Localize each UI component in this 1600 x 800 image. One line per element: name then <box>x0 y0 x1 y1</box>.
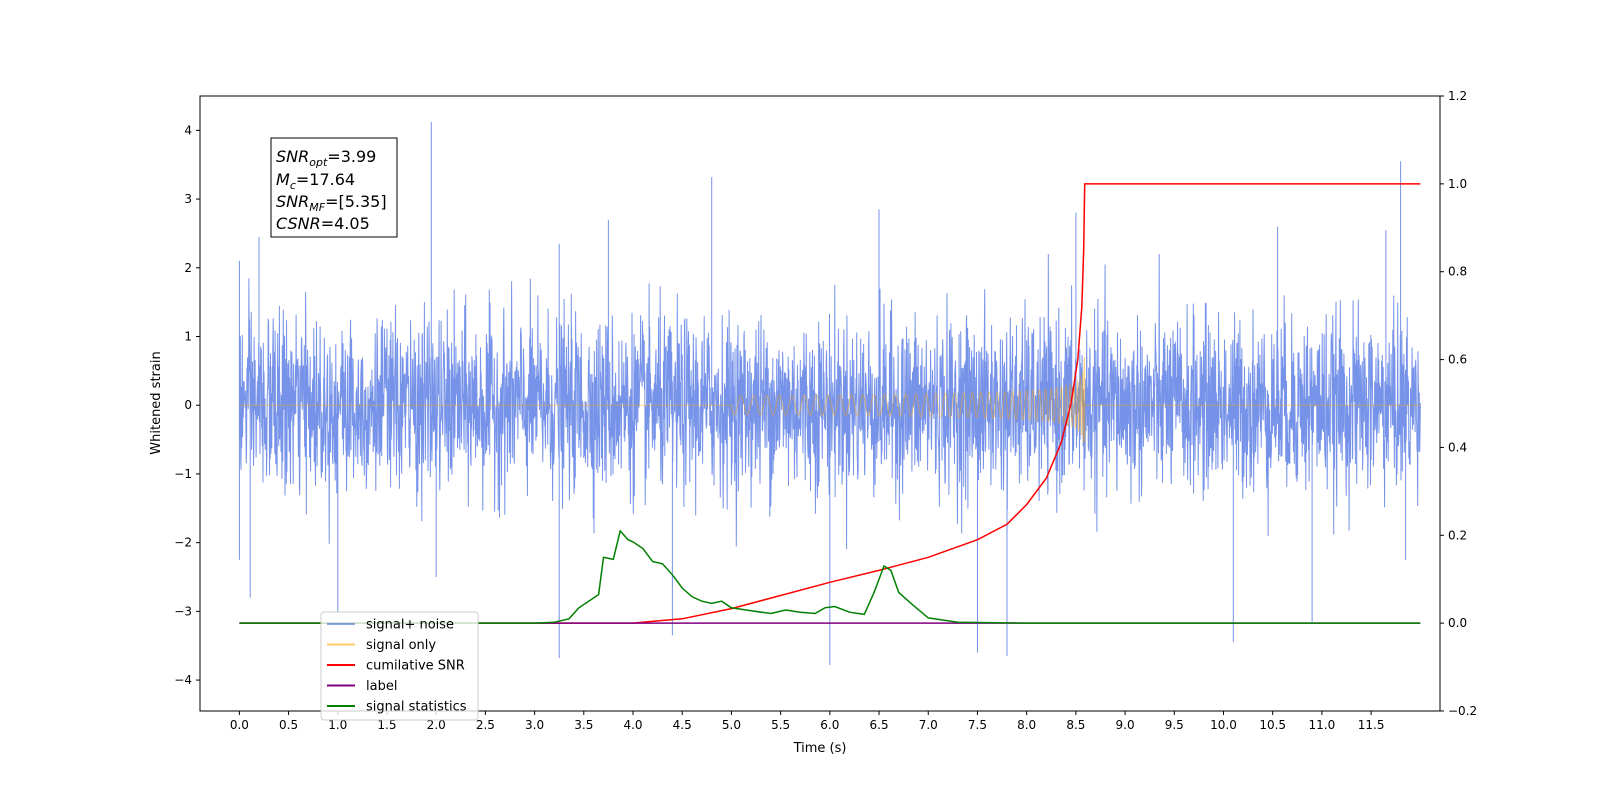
y2-tick-label: 1.0 <box>1448 177 1467 191</box>
y2-tick-label: 0.4 <box>1448 440 1467 454</box>
legend-label: signal only <box>366 638 436 653</box>
x-tick-label: 9.0 <box>1116 718 1135 732</box>
x-tick-label: 5.5 <box>771 718 790 732</box>
x-tick-label: 1.0 <box>328 718 347 732</box>
y-tick-label: 4 <box>184 123 192 137</box>
x-tick-label: 0.0 <box>230 718 249 732</box>
y2-tick-label: 0.0 <box>1448 616 1467 630</box>
legend-label: signal statistics <box>366 700 467 715</box>
x-tick-label: 2.0 <box>427 718 446 732</box>
series-signal-only-line <box>239 357 1421 444</box>
x-tick-label: 7.0 <box>919 718 938 732</box>
x-tick-label: 8.5 <box>1066 718 1085 732</box>
x-tick-label: 6.5 <box>870 718 889 732</box>
legend: signal+ noise signal only cumilative SNR la… <box>320 611 479 721</box>
x-tick-label: 4.0 <box>623 718 642 732</box>
legend-label: cumilative SNR <box>366 659 465 674</box>
x-tick-label: 5.0 <box>722 718 741 732</box>
legend-label: label <box>366 679 397 694</box>
x-tick-label: 3.5 <box>574 718 593 732</box>
y-tick-label: −3 <box>174 604 192 618</box>
y-axis-label: Whitened strain <box>149 351 164 454</box>
annotation-line: SNRMF=[5.35] <box>276 192 387 214</box>
x-axis: 0.0 0.5 1.0 1.5 2.0 2.5 3.0 3.5 4.0 4.5 5.0 5.5 6.0 6… <box>230 711 1385 732</box>
annotation-line: CSNR=4.05 <box>276 214 370 233</box>
y-tick-label: 3 <box>184 192 192 206</box>
legend-label: signal+ noise <box>366 618 454 633</box>
y2-tick-label: −0.2 <box>1448 704 1477 718</box>
y-tick-label: −4 <box>174 673 192 687</box>
x-tick-label: 2.5 <box>476 718 495 732</box>
series-cumilative-snr-line <box>239 183 1421 624</box>
annotation-frame <box>270 137 398 238</box>
x-axis-label: Time (s) <box>793 741 847 756</box>
x-tick-label: 9.5 <box>1165 718 1184 732</box>
x-tick-label: 11.5 <box>1358 718 1385 732</box>
annotation-line: SNRopt=3.99 <box>276 147 376 169</box>
y2-tick-label: 0.2 <box>1448 528 1467 542</box>
x-tick-label: 7.5 <box>968 718 987 732</box>
y-tick-label: 1 <box>184 330 192 344</box>
x-tick-label: 10.0 <box>1210 718 1237 732</box>
x-tick-label: 1.5 <box>377 718 396 732</box>
series-signal-noise-line <box>238 122 1421 665</box>
plot-frame <box>199 95 1441 712</box>
annotation-line: Mc=17.64 <box>276 170 355 192</box>
y-tick-label: −2 <box>174 536 192 550</box>
series-signal-statistics-line <box>239 529 1421 624</box>
x-tick-label: 11.0 <box>1309 718 1336 732</box>
x-tick-label: 10.5 <box>1259 718 1286 732</box>
y2-tick-label: 0.6 <box>1448 353 1467 367</box>
x-tick-label: 8.0 <box>1017 718 1036 732</box>
y-axis: 4 3 2 1 0 −1 −2 −3 −4 <box>174 123 200 687</box>
y-tick-label: 0 <box>184 398 192 412</box>
legend-frame <box>320 611 479 721</box>
y2-tick-label: 1.2 <box>1448 89 1467 103</box>
y-tick-label: 2 <box>184 261 192 275</box>
y-tick-label: −1 <box>174 467 192 481</box>
y2-axis: 1.2 1.0 0.8 0.6 0.4 0.2 0.0 −0.2 <box>1440 89 1477 718</box>
plot-area <box>238 122 1421 665</box>
x-tick-label: 3.0 <box>525 718 544 732</box>
annotation-box: SNRopt=3.99 Mc=17.64 SNRMF=[5.35] CSNR=4… <box>270 137 398 238</box>
x-tick-label: 4.5 <box>673 718 692 732</box>
x-tick-label: 6.0 <box>820 718 839 732</box>
x-tick-label: 0.5 <box>279 718 298 732</box>
y2-tick-label: 0.8 <box>1448 265 1467 279</box>
